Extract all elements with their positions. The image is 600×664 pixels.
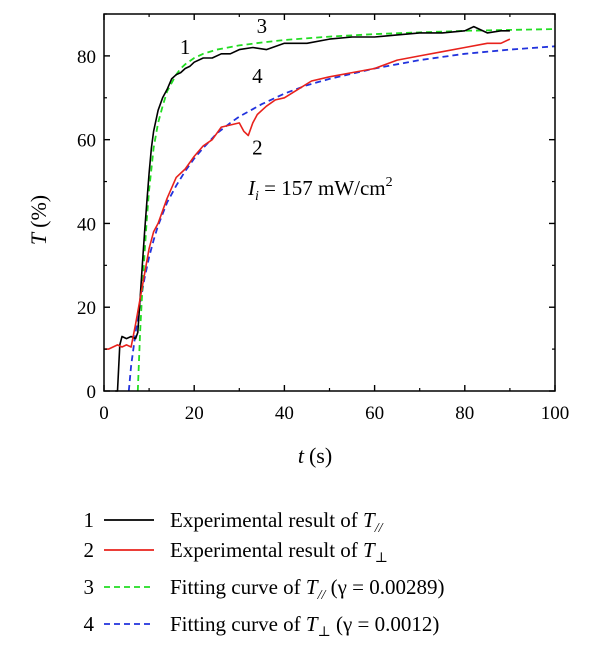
legend-number-2: 2 bbox=[84, 538, 95, 562]
curve-label-4: 4 bbox=[252, 64, 263, 88]
y-tick-label: 40 bbox=[77, 214, 96, 235]
legend-number-1: 1 bbox=[84, 508, 95, 532]
annotation-symbol: I bbox=[247, 176, 256, 200]
series-2-line bbox=[104, 38, 511, 350]
legend-prefix: Fitting curve of bbox=[170, 612, 306, 636]
series-1-line bbox=[115, 25, 510, 392]
annotation-subscript: i bbox=[255, 189, 259, 204]
x-axis-label: t (s) bbox=[298, 443, 332, 468]
plot-frame bbox=[103, 13, 556, 392]
legend-number-4: 4 bbox=[84, 612, 95, 636]
legend-symbol: T bbox=[306, 612, 319, 636]
series-4-line bbox=[127, 45, 555, 392]
legend-prefix: Experimental result of bbox=[170, 508, 363, 532]
y-axis-symbol: T bbox=[26, 231, 51, 245]
legend-suffix: (γ = 0.00289) bbox=[325, 575, 444, 599]
legend-label-2: Experimental result of T⊥ bbox=[170, 538, 388, 566]
legend-label-1: Experimental result of T// bbox=[170, 508, 384, 536]
series-layer bbox=[104, 25, 555, 392]
y-axis-label: T (%) bbox=[26, 195, 51, 245]
x-tick-label: 80 bbox=[455, 403, 474, 424]
x-tick-label: 60 bbox=[365, 403, 384, 424]
legend-subscript: // bbox=[317, 588, 327, 603]
y-tick-label: 20 bbox=[77, 298, 96, 319]
legend-symbol: T bbox=[363, 538, 376, 562]
x-axis-unit: (s) bbox=[309, 443, 332, 468]
annotation-superscript: 2 bbox=[386, 175, 393, 190]
legend-suffix: (γ = 0.0012) bbox=[331, 612, 440, 636]
y-axis-unit: (%) bbox=[26, 195, 51, 228]
y-tick-label: 60 bbox=[77, 131, 96, 152]
curve-label-3: 3 bbox=[257, 14, 268, 38]
y-tick-label: 0 bbox=[87, 382, 97, 403]
x-tick-label: 0 bbox=[99, 403, 109, 424]
series-3-line bbox=[136, 28, 555, 392]
curve-label-1: 1 bbox=[180, 35, 191, 59]
intensity-annotation: Ii = 157 mW/cm2 bbox=[247, 175, 393, 204]
legend-label-4: Fitting curve of T⊥ (γ = 0.0012) bbox=[170, 612, 439, 640]
x-axis-symbol: t bbox=[298, 443, 305, 468]
legend-symbol: T bbox=[363, 508, 376, 532]
curve-label-layer: 1 3 4 2 bbox=[180, 14, 267, 159]
legend-prefix: Experimental result of bbox=[170, 538, 363, 562]
legend: 1 Experimental result of T//2 Experimental… bbox=[84, 508, 445, 640]
legend-prefix: Fitting curve of bbox=[170, 575, 306, 599]
ticks-layer: 0 20 40 60 80 100 0 20 40 60 80 bbox=[77, 13, 570, 424]
legend-label-3: Fitting curve of T// (γ = 0.00289) bbox=[170, 575, 444, 603]
legend-number-3: 3 bbox=[84, 575, 95, 599]
legend-subscript: ⊥ bbox=[318, 625, 331, 640]
curve-label-2: 2 bbox=[252, 135, 263, 159]
y-tick-label: 80 bbox=[77, 47, 96, 68]
annotation-text: = 157 mW/cm bbox=[259, 176, 386, 200]
x-tick-label: 20 bbox=[185, 403, 204, 424]
x-tick-label: 40 bbox=[275, 403, 294, 424]
legend-subscript: // bbox=[374, 521, 384, 536]
legend-subscript: ⊥ bbox=[375, 551, 388, 566]
legend-symbol: T bbox=[306, 575, 319, 599]
x-tick-label: 100 bbox=[541, 403, 570, 424]
